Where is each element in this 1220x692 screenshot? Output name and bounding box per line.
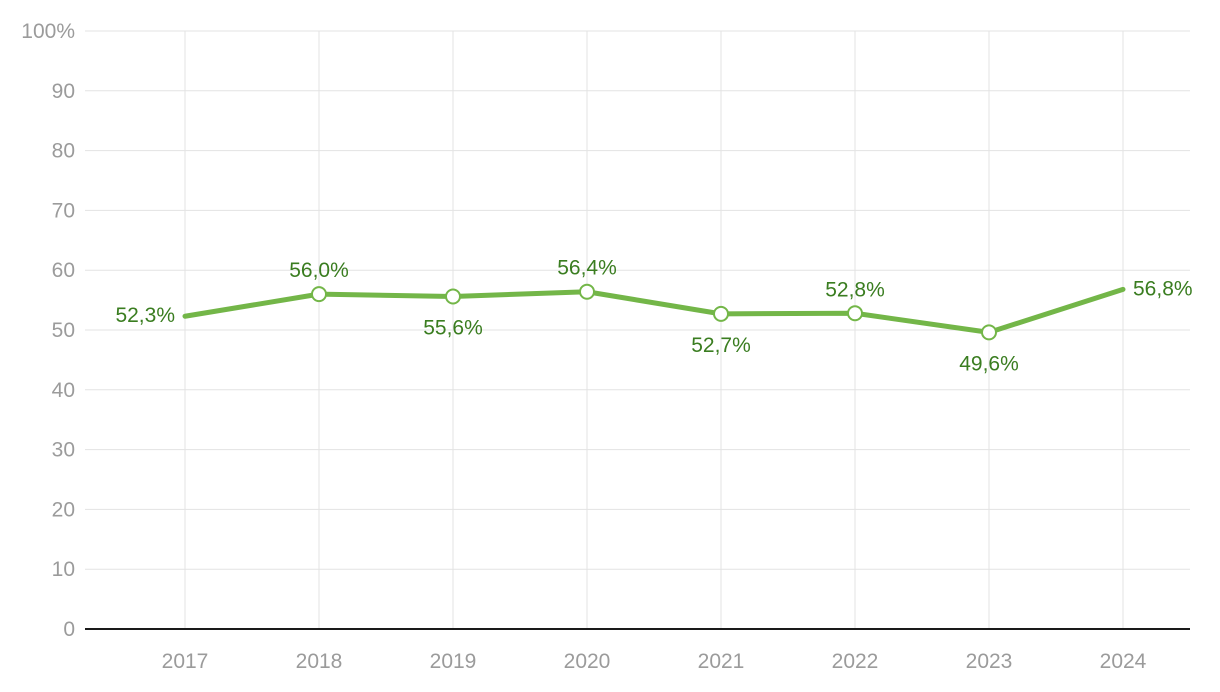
data-point-label-2022: 52,8% xyxy=(825,278,885,301)
y-tick-label: 60 xyxy=(52,259,75,282)
y-tick-label: 0 xyxy=(63,618,75,641)
x-tick-label: 2017 xyxy=(162,650,209,673)
x-tick-label: 2024 xyxy=(1100,650,1147,673)
x-tick-label: 2019 xyxy=(430,650,477,673)
data-point-label-2018: 56,0% xyxy=(289,259,349,282)
data-point-marker-2021 xyxy=(713,305,729,322)
x-tick-label: 2022 xyxy=(832,650,879,673)
y-tick-label: 40 xyxy=(52,379,75,402)
y-tick-label: 50 xyxy=(52,319,75,342)
data-point-marker-2022 xyxy=(847,305,863,322)
data-point-label-2023: 49,6% xyxy=(959,352,1019,375)
data-point-marker-2020 xyxy=(579,283,595,300)
x-tick-label: 2020 xyxy=(564,650,611,673)
data-point-label-2019: 55,6% xyxy=(423,317,483,340)
x-tick-label: 2023 xyxy=(966,650,1013,673)
x-tick-label: 2021 xyxy=(698,650,745,673)
data-point-label-2017: 52,3% xyxy=(115,304,175,327)
data-point-label-2024: 56,8% xyxy=(1133,277,1193,300)
y-tick-label: 70 xyxy=(52,199,75,222)
y-tick-label: 80 xyxy=(52,140,75,163)
data-point-marker-2018 xyxy=(311,286,327,303)
data-point-label-2020: 56,4% xyxy=(557,257,617,280)
y-tick-label: 100% xyxy=(21,20,75,43)
data-point-marker-2023 xyxy=(981,324,997,341)
data-point-label-2021: 52,7% xyxy=(691,334,751,357)
y-tick-label: 90 xyxy=(52,80,75,103)
data-point-marker-2019 xyxy=(445,288,461,305)
y-tick-label: 30 xyxy=(52,439,75,462)
x-tick-label: 2018 xyxy=(296,650,343,673)
trend-line xyxy=(182,286,1126,335)
y-tick-label: 20 xyxy=(52,498,75,521)
y-tick-label: 10 xyxy=(52,558,75,581)
